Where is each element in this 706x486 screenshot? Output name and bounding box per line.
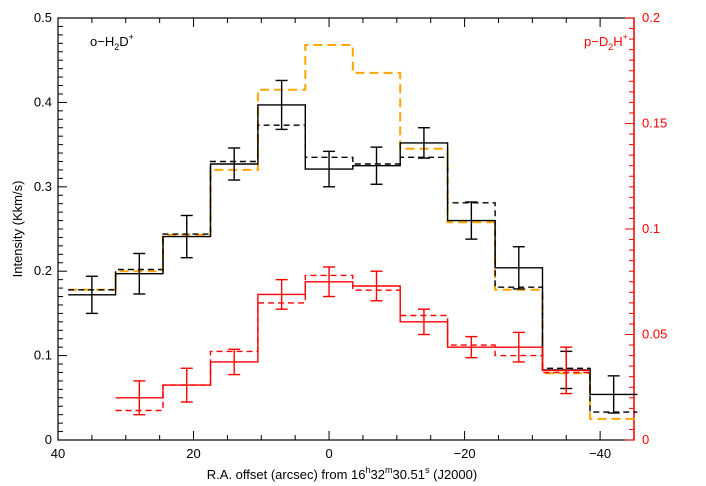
errorbar-o-h2d- xyxy=(323,150,336,188)
y-left-tick-label: 0.5 xyxy=(34,10,52,25)
axis-ticks xyxy=(57,17,635,441)
errorbar-p-d2h- xyxy=(133,380,146,416)
errorbar-o-h2d- xyxy=(275,79,288,131)
y-left-tick-label: 0.1 xyxy=(34,348,52,363)
y-axis-label: Intensity (Kkm/s) xyxy=(10,181,25,278)
y-left-tick-label: 0.3 xyxy=(34,179,52,194)
errorbar-o-h2d- xyxy=(85,275,98,315)
series-layer xyxy=(68,44,638,420)
y-right-tick-label: 0.1 xyxy=(642,221,660,236)
series-orange-model xyxy=(68,44,638,420)
errorbar-o-h2d- xyxy=(370,146,383,185)
errorbar-p-d2h- xyxy=(512,331,525,363)
errorbar-p-d2h- xyxy=(275,278,288,310)
errorbar-o-h2d- xyxy=(133,252,146,295)
errorbar-p-d2h- xyxy=(560,346,573,395)
errorbar-o-h2d- xyxy=(417,127,430,159)
y-right-tick-label: 0 xyxy=(642,432,649,447)
y-left-tick-label: 0.4 xyxy=(34,94,52,109)
errorbar-o-h2d- xyxy=(180,214,193,259)
errorbar-p-d2h- xyxy=(323,266,336,298)
plot-area xyxy=(57,17,635,441)
errorbar-p-d2h- xyxy=(180,367,193,403)
y-right-tick-label: 0.05 xyxy=(642,327,667,342)
y-right-tick-label: 0.2 xyxy=(642,10,660,25)
series-o-h2d- xyxy=(68,104,638,396)
y-right-tick-label: 0.15 xyxy=(642,116,667,131)
errorbar-p-d2h- xyxy=(228,348,241,376)
errorbar-o-h2d- xyxy=(607,375,620,414)
errorbar-o-h2d- xyxy=(465,201,478,240)
labels-layer: 40 20 0 −20 −40 0 0.1 0.2 0.3 0.4 0.5 0 0.05 0.1 0.15 0… xyxy=(34,10,667,461)
errorbar-p-d2h- xyxy=(417,308,430,336)
x-tick-label: −40 xyxy=(589,446,611,461)
errorbar-o-h2d- xyxy=(228,147,241,181)
errorbar-o-h2d- xyxy=(512,246,525,290)
series-p-d2h- xyxy=(115,281,590,399)
x-tick-label: 20 xyxy=(186,446,200,461)
y-left-tick-label: 0.2 xyxy=(34,263,52,278)
x-axis-label: R.A. offset (arcsec) from 16h32m30.51s (… xyxy=(207,465,477,482)
errorbar-p-d2h- xyxy=(370,270,383,302)
legend-p-d2h: p−D2H+ xyxy=(584,32,628,52)
x-tick-label: 40 xyxy=(51,446,65,461)
legend-o-h2d: o−H2D+ xyxy=(90,32,134,52)
x-tick-label: 0 xyxy=(325,446,332,461)
errorbar-p-d2h- xyxy=(465,335,478,359)
x-tick-label: −20 xyxy=(454,446,476,461)
y-left-tick-label: 0 xyxy=(45,432,52,447)
